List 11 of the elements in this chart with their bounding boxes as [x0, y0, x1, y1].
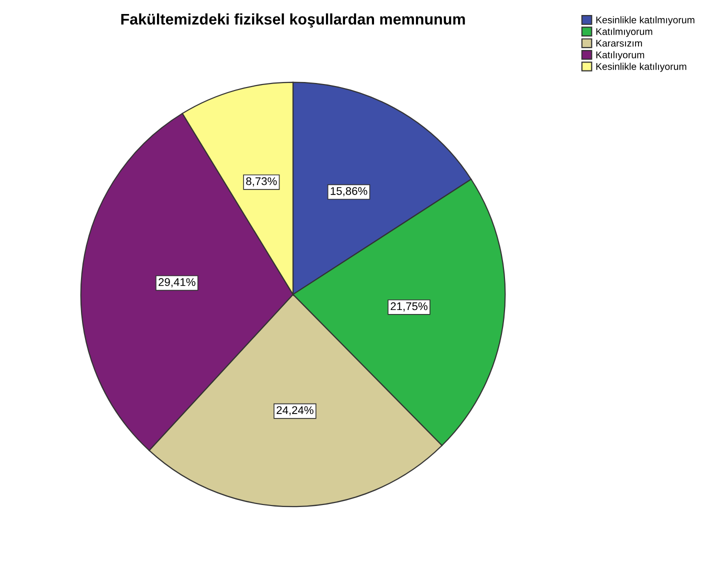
chart-title: Fakültemizdeki fiziksel koşullardan memnunum [121, 13, 465, 28]
data-label: 15,86% [330, 187, 368, 196]
data-label: 29,41% [158, 278, 196, 288]
data-label: 21,75% [390, 302, 428, 312]
legend-label: Kararsızım [596, 40, 642, 47]
legend-label: Kesinlikle katılmıyorum [596, 16, 694, 26]
legend-label: Katılmıyorum [596, 28, 652, 37]
data-label: 8,73% [246, 177, 277, 186]
legend-label: Kesinlikle katılıyorum [596, 62, 686, 72]
legend-label: Katılıyorum [596, 51, 644, 60]
data-label: 24,24% [276, 406, 314, 416]
